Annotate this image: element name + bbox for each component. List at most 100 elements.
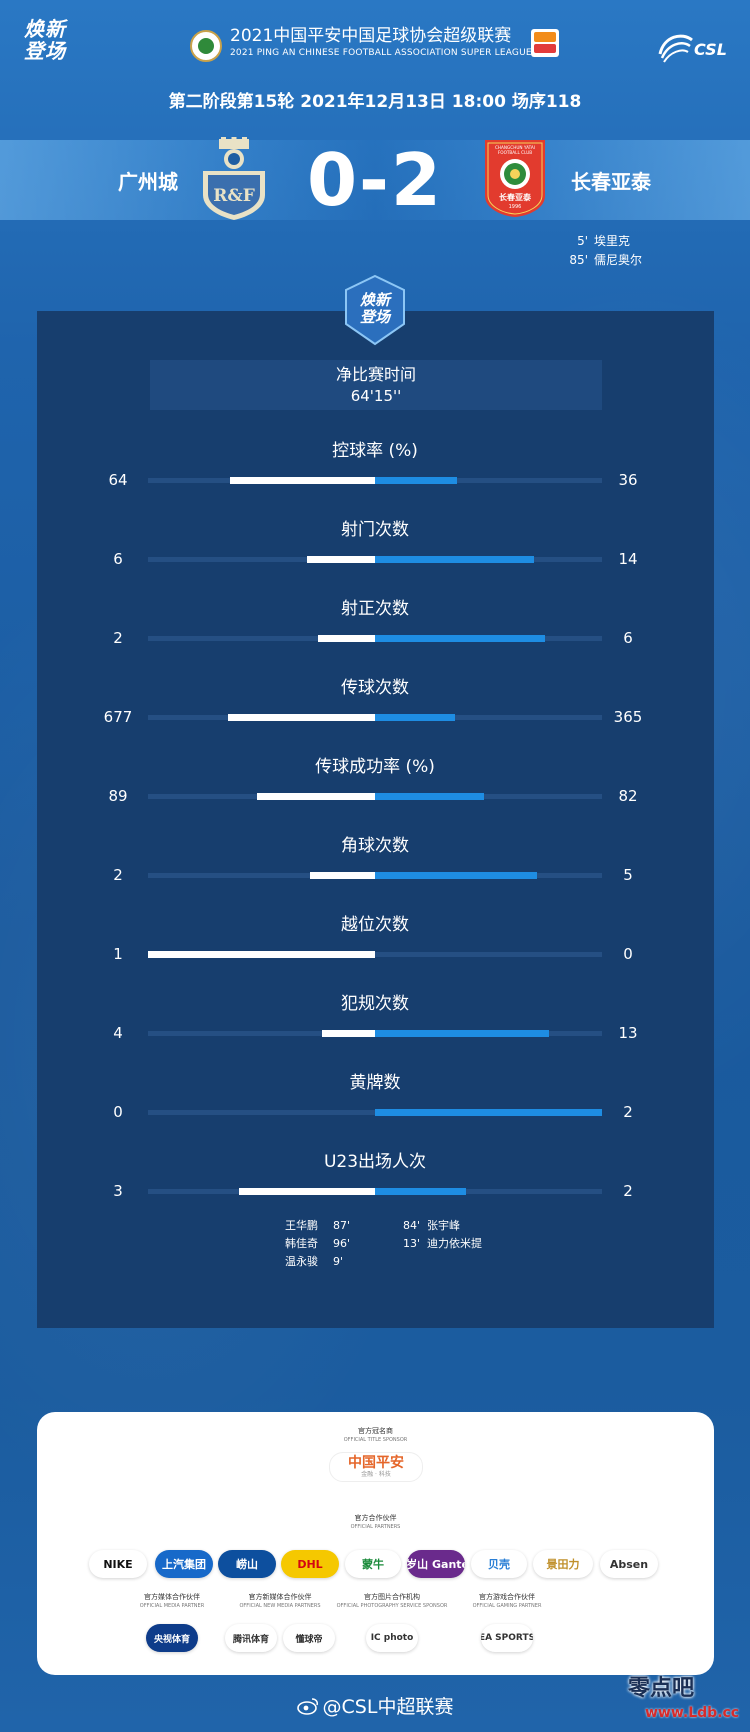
u23-player-name: 迪力依米提: [427, 1237, 482, 1250]
stat-home-value: 89: [108, 787, 128, 805]
stat-label: U23出场人次: [323, 1152, 427, 1172]
brand-line-1: 焕新: [24, 17, 66, 41]
stat-away-value: 14: [618, 550, 638, 568]
away-crest-year: 1996: [509, 204, 522, 210]
stat-away-value: 2: [623, 1103, 633, 1121]
official-partner-logo: 上汽集团: [155, 1550, 213, 1578]
center-badge-line-1: 焕新: [359, 291, 390, 309]
league-subtitle: 2021 PING AN CHINESE FOOTBALL ASSOCIATIO…: [230, 48, 532, 58]
stats-panel: [37, 311, 714, 1328]
stat-away-bar: [375, 1109, 602, 1116]
brand-logo: 焕新 登场: [24, 18, 82, 64]
u23-home-row: 韩佳奇 96': [285, 1235, 350, 1253]
home-crest-text: R&F: [213, 186, 255, 206]
stat-away-value: 13: [618, 1024, 638, 1042]
u23-player-name: 韩佳奇: [285, 1237, 318, 1250]
stat-away-bar: [375, 556, 534, 563]
scorer-minute: 5': [577, 234, 588, 248]
official-partner-logo: 蒙牛: [345, 1550, 401, 1578]
footer-account-text: @CSL中超联赛: [322, 1696, 454, 1718]
u23-player-minute: 96': [333, 1237, 351, 1250]
footer-account: @CSL中超联赛: [0, 1692, 750, 1719]
cfa-emblem-icon: [190, 30, 222, 62]
stat-away-value: 365: [613, 708, 643, 726]
stat-away-bar: [375, 872, 538, 879]
u23-player-minute: 87': [333, 1219, 351, 1232]
official-partner-logo: 百岁山 Ganten: [407, 1550, 465, 1578]
stat-track: [148, 952, 602, 957]
official-partners-subheading: OFFICIAL PARTNERS: [350, 1524, 401, 1530]
u23-player-name: 张宇峰: [427, 1219, 460, 1232]
brand-line-2: 登场: [24, 39, 66, 63]
official-partner-logo: 崂山: [218, 1550, 276, 1578]
stat-label: 犯规次数: [341, 994, 409, 1014]
away-team-name: 长春亚泰: [571, 170, 651, 194]
partner-group-heading: 官方游戏合作伙伴: [479, 1593, 535, 1601]
stat-away-bar: [375, 1188, 466, 1195]
score-band: [0, 140, 750, 220]
stat-away-value: 2: [623, 1182, 633, 1200]
u23-player-minute: 84': [403, 1219, 421, 1232]
stat-label: 射正次数: [341, 599, 409, 619]
partner-group-subheading: OFFICIAL PHOTOGRAPHY SERVICE SPONSOR: [336, 1603, 448, 1609]
stat-away-value: 5: [623, 866, 633, 884]
stat-home-bar: [306, 556, 375, 563]
scorer-minute: 85': [569, 253, 588, 267]
title-sponsor-subheading: OFFICIAL TITLE SPONSOR: [343, 1437, 408, 1443]
sponsor-badge-icon: [531, 29, 559, 57]
stat-home-value: 677: [103, 708, 133, 726]
stat-home-value: 2: [113, 629, 123, 647]
stat-away-bar: [375, 793, 484, 800]
partner-group-logo: 央视体育: [146, 1624, 198, 1652]
stat-away-bar: [375, 714, 455, 721]
home-crest-icon: R&F: [203, 137, 265, 220]
partner-group-logo: 懂球帝: [283, 1624, 335, 1652]
away-crest-top-text: CHANGCHUN YATAI: [495, 145, 535, 150]
home-team-name: 广州城: [118, 170, 178, 194]
u23-home-row: 温永骏 9': [285, 1253, 350, 1271]
stat-label: 越位次数: [341, 915, 409, 935]
match-info: 第二阶段第15轮 2021年12月13日 18:00 场序118: [168, 92, 582, 112]
stat-home-bar: [321, 1030, 375, 1037]
watermark-text: 零点吧: [628, 1676, 695, 1701]
partner-group-heading: 官方媒体合作伙伴: [144, 1593, 200, 1601]
stat-home-value: 0: [113, 1103, 123, 1121]
net-time-value: 64'15'': [350, 387, 402, 405]
partner-group-subheading: OFFICIAL NEW MEDIA PARTNERS: [239, 1603, 321, 1609]
stat-home-value: 6: [113, 550, 123, 568]
away-scorers: 5' 埃里克 85' 儒尼奥尔: [560, 232, 642, 270]
official-partner-logo: NIKE: [89, 1550, 147, 1578]
u23-away-list: 84' 张宇峰 13' 迪力依米提: [403, 1217, 482, 1253]
u23-player-name: 王华鹏: [285, 1219, 318, 1232]
official-partner-logo: DHL: [281, 1550, 339, 1578]
stat-home-bar: [148, 951, 375, 958]
away-crest-mid-text: FOOTBALL CLUB: [498, 150, 532, 155]
official-partner-logo: 贝壳: [471, 1550, 527, 1578]
partner-group-subheading: OFFICIAL MEDIA PARTNER: [139, 1603, 205, 1609]
stat-away-value: 6: [623, 629, 633, 647]
stat-away-bar: [375, 477, 457, 484]
u23-player-minute: 9': [333, 1255, 344, 1268]
stat-label: 射门次数: [341, 520, 409, 540]
stat-home-value: 2: [113, 866, 123, 884]
u23-player-minute: 13': [403, 1237, 421, 1250]
official-partners-heading: 官方合作伙伴: [354, 1514, 397, 1522]
partners-panel: 官方冠名商 OFFICIAL TITLE SPONSOR 中国平安 金融 · 科…: [37, 1412, 714, 1675]
match-score: 0-2: [306, 138, 444, 222]
csl-logo: CSL: [656, 26, 734, 66]
stat-home-bar: [318, 635, 375, 642]
stat-home-value: 3: [113, 1182, 123, 1200]
net-time-label: 净比赛时间: [335, 365, 416, 384]
league-title: 2021中国平安中国足球协会超级联赛: [230, 26, 512, 46]
stat-away-value: 36: [618, 471, 638, 489]
stat-away-bar: [375, 635, 546, 642]
stat-home-bar: [310, 872, 375, 879]
away-crest-name: 长春亚泰: [499, 192, 532, 202]
partner-group-subheading: OFFICIAL GAMING PARTNER: [472, 1603, 542, 1609]
stat-home-bar: [238, 1188, 375, 1195]
net-time-box: 净比赛时间 64'15'': [150, 360, 602, 410]
stat-away-value: 0: [623, 945, 633, 963]
partner-group-logo: 腾讯体育: [225, 1624, 277, 1652]
partner-group-logo: IC photo: [366, 1624, 418, 1652]
stat-label: 控球率 (%): [332, 441, 418, 461]
